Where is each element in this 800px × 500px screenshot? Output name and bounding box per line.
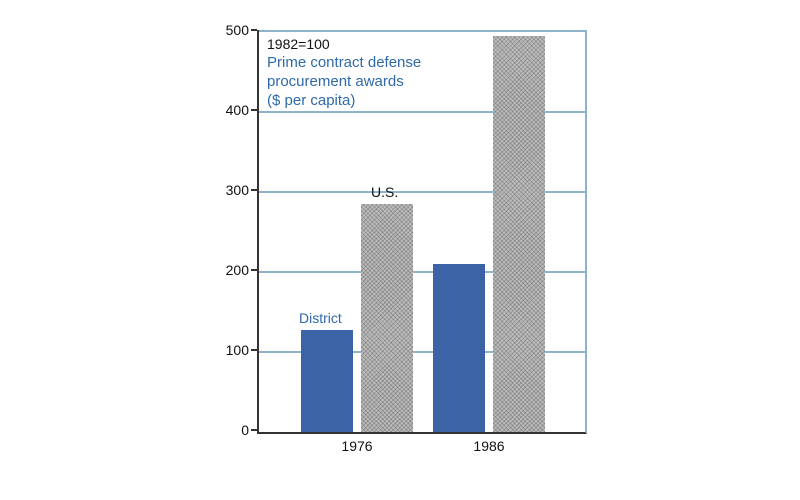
- y-axis: [257, 30, 259, 432]
- y-tick: [251, 189, 257, 191]
- x-tick-label: 1976: [341, 438, 372, 454]
- bar-us-1986: [493, 36, 545, 432]
- chart-title: Prime contract defense procurement award…: [267, 54, 421, 110]
- y-tick-label: 500: [213, 22, 249, 38]
- chart-title-line: ($ per capita): [267, 92, 421, 111]
- bar-district-1986: [433, 264, 485, 432]
- series-label-us: U.S.: [371, 184, 398, 200]
- index-note: 1982=100: [267, 36, 330, 52]
- y-tick-label: 300: [213, 182, 249, 198]
- y-tick-label: 100: [213, 342, 249, 358]
- chart-title-line: procurement awards: [267, 73, 421, 92]
- x-tick-label: 1986: [473, 438, 504, 454]
- y-tick: [251, 29, 257, 31]
- chart-title-line: Prime contract defense: [267, 54, 421, 73]
- bar-district-1976: [301, 330, 353, 432]
- y-tick: [251, 109, 257, 111]
- y-tick-label: 0: [213, 422, 249, 438]
- y-tick-label: 400: [213, 102, 249, 118]
- y-tick: [251, 269, 257, 271]
- y-tick-label: 200: [213, 262, 249, 278]
- y-tick: [251, 349, 257, 351]
- bar-us-1976: [361, 204, 413, 432]
- series-label-district: District: [299, 310, 342, 326]
- chart-container: 1982=100 Prime contract defense procurem…: [215, 30, 585, 470]
- y-tick: [251, 429, 257, 431]
